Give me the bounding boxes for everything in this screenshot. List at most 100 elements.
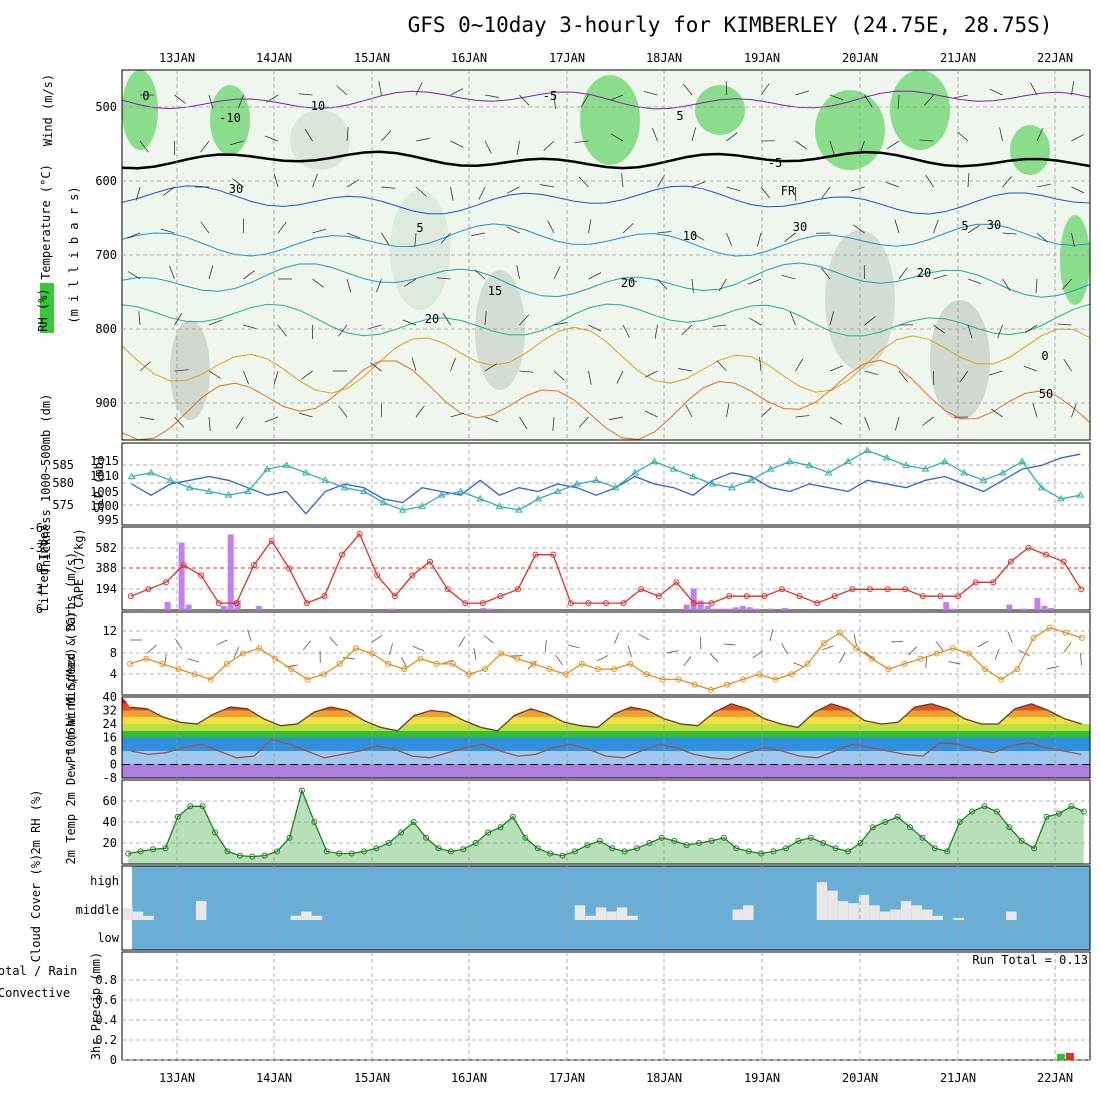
lifted-index-line-point <box>673 579 680 586</box>
cloud-bar <box>827 890 838 920</box>
wind-barb <box>232 178 244 188</box>
wind-speed-line-point <box>982 666 989 673</box>
rh-line-point <box>1055 810 1062 817</box>
wind-speed-line-point <box>756 671 763 678</box>
contour-label: 30 <box>987 218 1001 232</box>
wind-barb <box>795 358 804 372</box>
wind-barb <box>1036 232 1048 243</box>
y-axis-label: RH (%) <box>36 288 50 331</box>
y-tick-label-left: -6 <box>29 521 43 535</box>
wind-speed-line-point <box>836 629 843 636</box>
surface-wind-barb <box>935 641 944 652</box>
wind-barb <box>440 232 451 244</box>
y-axis-label: 10m Wind Speed & Barbs (m/s) <box>64 552 78 754</box>
thickness-point <box>379 498 388 506</box>
lifted-index-line-point <box>796 593 803 600</box>
surface-wind-barb <box>752 650 763 659</box>
wind-barb <box>174 312 183 326</box>
wind-barb <box>933 274 948 280</box>
thickness-point <box>766 465 775 472</box>
lifted-index-line-point <box>127 593 134 600</box>
wind-barb <box>933 219 939 234</box>
rh-line-point <box>671 837 678 844</box>
cloud-bar <box>301 911 312 920</box>
rh-line-point <box>261 852 268 859</box>
lifted-index-line-point <box>638 586 645 593</box>
wind-barb <box>135 186 141 201</box>
cloud-bar <box>900 901 912 920</box>
surface-wind-barb <box>908 646 918 656</box>
cape-bar <box>718 608 725 610</box>
wind-speed-line-point <box>336 660 343 667</box>
wind-barb <box>957 131 969 142</box>
rh-line-point <box>907 824 914 831</box>
y-tick-label: 8 <box>110 744 117 758</box>
x-tick-label-top: 15JAN <box>354 51 390 65</box>
wind-speed-line-point <box>772 676 779 683</box>
wind-speed-line-point <box>562 671 569 678</box>
lifted-index-line <box>130 532 1082 604</box>
y-axis-label-right: SLP (mb) <box>92 455 106 513</box>
wind-barb <box>1071 186 1085 194</box>
wind-barb <box>898 370 908 383</box>
wind-barb <box>547 220 555 234</box>
x-tick-label-top: 13JAN <box>159 51 195 65</box>
wind-barb <box>781 274 796 280</box>
wind-barb <box>516 140 520 155</box>
thickness-point <box>456 487 465 494</box>
rh-line-point <box>683 842 690 849</box>
wind-speed-line-point <box>352 645 359 652</box>
y-tick-label: low <box>97 931 119 945</box>
cloud-bar <box>606 911 617 920</box>
lifted-index-line-point <box>585 600 592 607</box>
thickness-point <box>747 476 756 483</box>
wind-barb <box>829 416 843 425</box>
wind-barb <box>864 316 876 326</box>
rh-line-point <box>621 848 628 855</box>
wind-speed-line-point <box>949 645 956 652</box>
y-tick-label: middle <box>76 903 119 917</box>
wind-speed-line-point <box>449 660 456 667</box>
wind-speed-line-point <box>691 681 698 688</box>
wind-barb <box>588 219 592 234</box>
wind-barb <box>829 311 835 326</box>
y-tick-label-left: 6 <box>36 602 43 616</box>
wind-speed-line-point <box>256 645 263 652</box>
cape-bar <box>950 608 957 610</box>
wind-barb <box>748 317 762 326</box>
rh-line-point <box>758 850 765 857</box>
thickness-point <box>960 468 969 476</box>
wind-barb <box>519 416 528 430</box>
cloud-bar <box>627 915 638 920</box>
contour-label: 5 <box>416 221 423 235</box>
thickness-point <box>321 476 330 483</box>
surface-wind-barb <box>853 634 858 647</box>
cloud-bar <box>911 905 922 920</box>
thickness-line <box>131 449 1081 511</box>
lifted-index-line-point <box>251 562 257 569</box>
lifted-index-line-point <box>180 562 187 569</box>
rh-line-point <box>646 840 653 846</box>
wind-barb <box>338 405 348 418</box>
x-tick-label-bottom: 17JAN <box>549 1071 585 1085</box>
y-tick-label: 0.8 <box>95 973 117 987</box>
thickness-point <box>398 506 407 513</box>
wind-barb <box>1025 324 1038 333</box>
wind-barb <box>519 314 530 326</box>
surface-wind-barb <box>781 643 788 655</box>
rh-contour-fill <box>390 190 450 310</box>
wind-barb <box>160 228 175 234</box>
surface-wind-barb <box>769 629 774 642</box>
y-tick-label-left: 575 <box>52 498 74 512</box>
wind-barb <box>367 324 382 330</box>
lifted-index-line-point <box>268 537 275 544</box>
wind-barb <box>370 362 382 372</box>
y-tick-label-left: -3 <box>29 541 43 555</box>
temp-frame <box>121 696 1091 779</box>
y-tick-label-right: 388 <box>95 561 117 575</box>
wind-barb <box>336 85 348 96</box>
cape-bar <box>164 601 171 610</box>
wind-barb <box>795 90 810 96</box>
rh-line-point <box>1043 813 1050 820</box>
surface-wind-barb <box>821 645 834 651</box>
